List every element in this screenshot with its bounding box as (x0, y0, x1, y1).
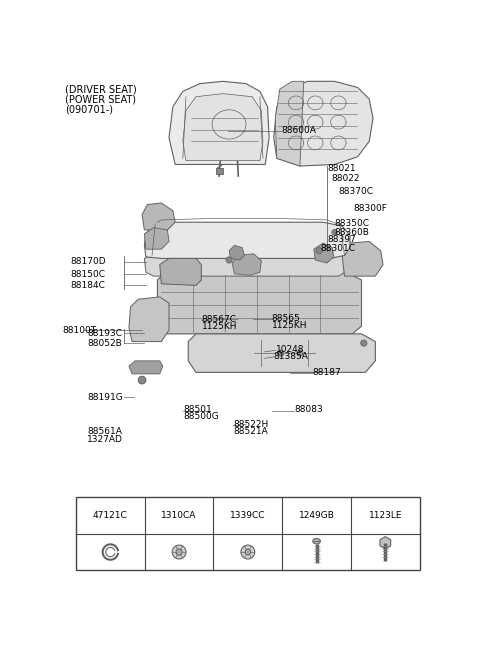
Text: (090701-): (090701-) (65, 104, 113, 114)
Text: 88522H: 88522H (233, 420, 268, 429)
Text: 88193C: 88193C (87, 329, 122, 338)
Polygon shape (232, 254, 262, 275)
Polygon shape (157, 273, 361, 334)
Text: 88350C: 88350C (335, 219, 370, 228)
Text: 1125KH: 1125KH (272, 321, 307, 331)
Text: 1327AD: 1327AD (87, 435, 123, 444)
Circle shape (241, 545, 255, 559)
Circle shape (172, 545, 186, 559)
Text: 81385A: 81385A (274, 352, 309, 361)
Polygon shape (169, 82, 269, 164)
Circle shape (316, 248, 322, 254)
Circle shape (297, 350, 303, 356)
Text: 88360B: 88360B (335, 228, 370, 237)
Polygon shape (342, 241, 383, 276)
Circle shape (245, 549, 251, 555)
Text: 88370C: 88370C (338, 186, 373, 196)
Text: 88191G: 88191G (87, 393, 123, 402)
Polygon shape (229, 245, 244, 260)
Text: 88600A: 88600A (281, 126, 316, 136)
Ellipse shape (205, 105, 253, 147)
Polygon shape (142, 203, 175, 230)
Text: 47121C: 47121C (93, 511, 128, 520)
Text: 88052B: 88052B (87, 339, 122, 348)
Text: 1249GB: 1249GB (299, 511, 335, 520)
Circle shape (277, 350, 284, 356)
Polygon shape (129, 361, 163, 374)
Text: 88100T: 88100T (62, 326, 96, 334)
Text: 88022: 88022 (331, 174, 360, 183)
Polygon shape (380, 537, 391, 549)
Bar (216, 168, 223, 173)
Text: 88170D: 88170D (71, 258, 106, 267)
Text: 88184C: 88184C (71, 280, 105, 289)
Circle shape (332, 230, 337, 235)
Polygon shape (160, 258, 201, 286)
Text: 1123LE: 1123LE (369, 511, 402, 520)
Polygon shape (183, 94, 263, 160)
Ellipse shape (313, 539, 321, 544)
Text: 88301C: 88301C (320, 244, 355, 254)
Circle shape (226, 257, 232, 263)
Circle shape (138, 376, 146, 384)
Circle shape (176, 549, 182, 555)
Text: 88561A: 88561A (87, 427, 122, 436)
Polygon shape (144, 222, 350, 258)
Text: 88565: 88565 (272, 314, 300, 323)
Text: 88083: 88083 (294, 405, 323, 414)
Text: 1339CC: 1339CC (230, 511, 265, 520)
Circle shape (361, 340, 367, 346)
Text: 1125KH: 1125KH (202, 322, 237, 331)
Text: 88021: 88021 (327, 164, 356, 173)
Text: 10248: 10248 (276, 345, 304, 354)
Text: 1310CA: 1310CA (161, 511, 197, 520)
Text: 88150C: 88150C (71, 269, 106, 278)
Polygon shape (129, 297, 169, 342)
Text: 88567C: 88567C (202, 315, 237, 324)
Text: 88501: 88501 (183, 405, 212, 414)
Text: (POWER SEAT): (POWER SEAT) (65, 95, 136, 104)
Polygon shape (144, 256, 350, 276)
Polygon shape (274, 82, 373, 166)
Polygon shape (314, 243, 334, 263)
Text: 88300F: 88300F (353, 204, 387, 213)
Text: (DRIVER SEAT): (DRIVER SEAT) (65, 84, 137, 95)
Polygon shape (144, 228, 169, 249)
Text: 88397: 88397 (327, 235, 356, 244)
Text: 88500G: 88500G (183, 412, 219, 421)
Bar (76, 497, 420, 570)
Polygon shape (275, 82, 304, 166)
Text: 88187: 88187 (312, 368, 341, 378)
Text: 88521A: 88521A (233, 427, 268, 436)
Polygon shape (188, 334, 375, 372)
